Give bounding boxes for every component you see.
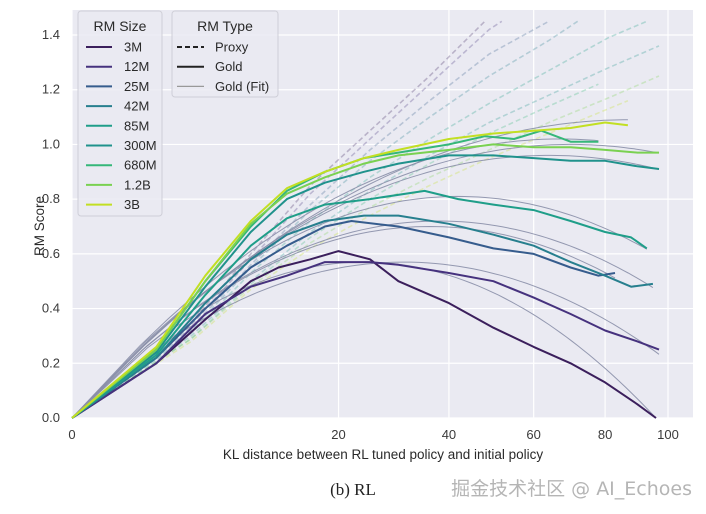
legend-type-entry: Proxy — [215, 40, 249, 55]
gold-line-42M — [71, 214, 654, 419]
y-tick-labels: 0.0 0.2 0.4 0.6 0.8 1.0 1.2 1.4 — [42, 27, 60, 425]
y-axis-label: RM Score — [32, 196, 47, 256]
legend-size-entry: 85M — [124, 118, 149, 133]
gold-line-3B — [71, 121, 629, 419]
gold-fit-lines — [71, 119, 660, 419]
x-tick-label: 100 — [657, 427, 679, 442]
y-tick-label: 0.6 — [42, 246, 60, 261]
gold-fit-line-25M — [71, 225, 616, 419]
x-tick-label: 20 — [331, 427, 345, 442]
x-tick-labels: 0 20 40 60 80 100 — [68, 427, 678, 442]
legend-size-entry: 1.2B — [124, 177, 151, 192]
y-tick-label: 1.4 — [42, 27, 60, 42]
x-axis-label: KL distance between RL tuned policy and … — [223, 447, 543, 462]
legend-rm-type: RM Type Proxy Gold Gold (Fit) — [171, 10, 279, 98]
legend-type-entry: Gold — [215, 59, 242, 74]
legend-size-entry: 680M — [124, 158, 157, 173]
gold-line-1.2B — [71, 143, 659, 419]
figure-caption: (b) RL — [330, 480, 376, 499]
gold-fit-line-42M — [71, 220, 654, 419]
y-tick-label: 1.0 — [42, 136, 60, 151]
x-tick-label: 40 — [442, 427, 456, 442]
y-tick-label: 0.2 — [42, 355, 60, 370]
x-tick-label: 60 — [526, 427, 540, 442]
gold-line-25M — [71, 220, 616, 419]
proxy-line-85M — [72, 20, 648, 418]
gold-fit-line-3B — [71, 119, 628, 419]
y-tick-label: 1.2 — [42, 82, 60, 97]
gold-fit-line-85M — [71, 195, 648, 419]
gold-lines — [71, 121, 660, 419]
legend-size-entry: 3M — [124, 40, 142, 55]
rl-chart: 0 20 40 60 80 100 0.0 0.2 0.4 0.6 0.8 1.0 1.2 1.4 KL… — [32, 10, 693, 462]
gold-line-85M — [71, 189, 648, 419]
legend-size-entry: 300M — [124, 138, 157, 153]
legend-type-box — [171, 10, 279, 98]
legend-rm-size: RM Size 3M 12M 25M 42M 85M 300M 680M 1.2B 3B — [77, 10, 163, 217]
y-tick-label: 0.4 — [42, 301, 60, 316]
gold-line-12M — [71, 261, 660, 419]
gold-fit-line-12M — [71, 261, 660, 419]
legend-size-entry: 25M — [124, 79, 149, 94]
gold-fit-line-300M — [71, 154, 660, 419]
gold-line-300M — [71, 154, 660, 419]
legend-size-entry: 42M — [124, 99, 149, 114]
y-tick-label: 0.8 — [42, 191, 60, 206]
legend-type-entry: Gold (Fit) — [215, 79, 269, 94]
gold-fit-line-680M — [71, 138, 599, 419]
legend-type-title: RM Type — [197, 18, 253, 34]
x-tick-label: 80 — [598, 427, 612, 442]
proxy-line-300M — [72, 45, 660, 418]
legend-size-title: RM Size — [94, 18, 147, 34]
legend-size-entry: 12M — [124, 59, 149, 74]
y-tick-label: 0.0 — [42, 410, 60, 425]
gold-fit-line-1.2B — [71, 143, 660, 419]
legend-size-entry: 3B — [124, 197, 140, 212]
watermark: 掘金技术社区 @ AI_Echoes — [451, 478, 692, 500]
proxy-line-1.2B — [72, 75, 660, 418]
x-tick-label: 0 — [68, 427, 75, 442]
